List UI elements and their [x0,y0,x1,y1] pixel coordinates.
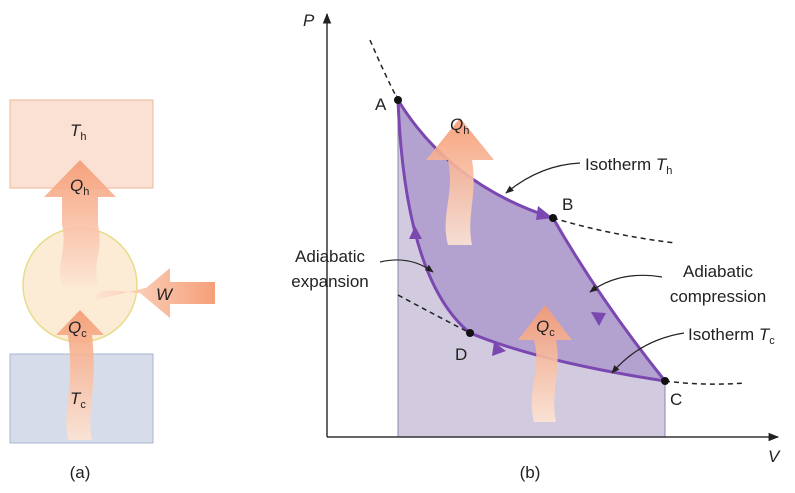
symbol: T [70,389,82,408]
symbol: Q [70,176,83,195]
panel-a: Th Qh W Qc Tc (a) [9,99,215,482]
x-axis-label: V [768,447,781,466]
adiabatic-compression-line: Adiabatic [683,262,753,281]
text: Isotherm [585,155,651,174]
panel-label: (b) [520,463,541,482]
cold-label: Tc [70,389,86,411]
leader [379,259,434,273]
point-label: C [670,390,682,409]
symbol: T [656,155,668,174]
heat-out-label: Qc [68,318,87,340]
isotherm-hot-label: Isotherm Th [585,155,672,177]
leader [589,274,663,293]
heat-in-arrow [426,118,494,245]
symbol: Q [68,318,81,337]
heat-in-label: Qh [70,176,89,198]
extensions [369,39,746,385]
symbol: Q [536,317,549,336]
subscript: c [549,327,555,339]
subscript: h [463,125,469,137]
work-label: W [156,285,174,304]
symbol: T [759,325,771,344]
heat-out-arrow [56,310,104,440]
adiabatic-expansion-line: expansion [291,272,369,291]
symbol: Q [450,115,463,134]
panel-b: P V A B C D Qh Qc Isotherm Th Adiabatic … [291,11,781,482]
heat-in-arrow [44,160,116,285]
subscript: h [666,165,672,177]
heat-in-label: Qh [450,115,469,137]
heat-out-label: Qc [536,317,555,339]
leader [611,332,685,374]
subscript: c [769,335,775,347]
subscript: h [83,186,89,198]
symbol: T [70,121,82,140]
point-label: B [562,195,573,214]
isotherm-cold-label: Isotherm Tc [688,325,775,347]
hot-label: Th [70,121,87,143]
subscript: c [80,399,86,411]
direction-arrows [409,206,606,356]
subscript: h [80,131,86,143]
point-label: D [455,345,467,364]
text: Isotherm [688,325,754,344]
heat-out-arrow [518,305,572,422]
y-axis-label: P [303,11,315,30]
work-arrow [95,268,215,318]
point-label: A [375,95,387,114]
state-dots [394,96,669,385]
adiabatic-expansion-line: Adiabatic [295,247,365,266]
leader [505,162,581,194]
panel-label: (a) [70,463,91,482]
adiabatic-compression-line: compression [670,287,766,306]
subscript: c [81,328,87,340]
